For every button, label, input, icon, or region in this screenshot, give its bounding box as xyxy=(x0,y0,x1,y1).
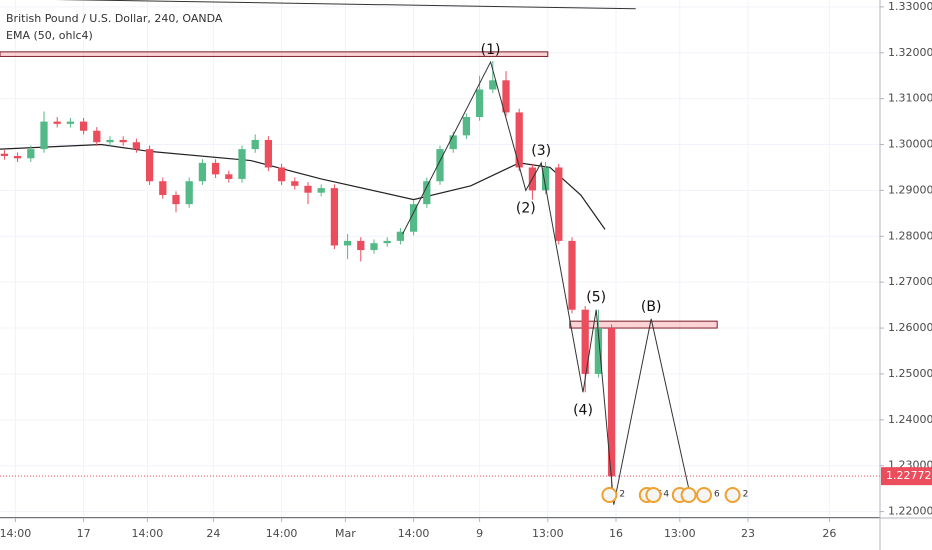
candle-body xyxy=(607,328,616,477)
event-marker xyxy=(645,487,662,503)
y-tick-label: 1.26000 xyxy=(888,321,932,334)
candle-body xyxy=(238,149,246,179)
event-count: 2 xyxy=(619,490,625,500)
candle-body xyxy=(172,194,180,205)
candle-body xyxy=(396,231,405,241)
candle-body xyxy=(93,130,101,143)
event-marker xyxy=(680,487,697,503)
candle-body xyxy=(423,181,431,205)
candle-body xyxy=(79,121,88,131)
candle-body xyxy=(462,116,471,136)
y-tick-label: 1.33000 xyxy=(888,0,932,13)
x-tick-label: 14:00 xyxy=(398,527,430,540)
candle-body xyxy=(594,328,603,374)
candle-body xyxy=(0,153,9,156)
candle-body xyxy=(13,155,22,159)
event-count: 6 xyxy=(714,490,720,500)
candle-body xyxy=(317,188,325,193)
x-tick-label: 23 xyxy=(741,527,755,540)
y-tick-label: 1.29000 xyxy=(888,183,932,196)
last-price-box xyxy=(881,467,932,486)
event-marker xyxy=(696,487,712,503)
event-count: 4 xyxy=(663,490,669,500)
y-tick-label: 1.32000 xyxy=(888,46,932,59)
wave-label: (4) xyxy=(573,402,593,418)
candle-body xyxy=(145,149,154,182)
candle-body xyxy=(66,121,75,124)
candle-body xyxy=(106,139,114,143)
last-price-label: 1.22772 xyxy=(886,469,932,482)
x-tick-label: 13:00 xyxy=(664,527,696,540)
event-marker xyxy=(724,487,741,503)
x-tick-label: 26 xyxy=(822,527,836,540)
y-tick-label: 1.27000 xyxy=(888,275,932,288)
y-tick-label: 1.31000 xyxy=(888,92,932,105)
event-marker xyxy=(601,487,618,503)
x-tick-label: 14:00 xyxy=(0,527,31,540)
candle-body xyxy=(541,167,550,191)
zone xyxy=(0,51,549,57)
wave-line xyxy=(402,60,692,505)
candle-body xyxy=(264,139,273,168)
candle-body xyxy=(449,135,457,150)
wave-label: (3) xyxy=(531,143,551,159)
candle-body xyxy=(515,112,523,168)
y-tick-label: 1.28000 xyxy=(888,229,932,242)
event-count: 2 xyxy=(743,490,749,500)
candle-body xyxy=(40,121,48,150)
candle-body xyxy=(225,174,233,179)
y-tick-label: 1.24000 xyxy=(888,413,932,426)
x-tick-label: 9 xyxy=(476,527,483,540)
wave-label: (5) xyxy=(586,290,606,306)
candle-body xyxy=(53,121,61,124)
trend-line xyxy=(55,0,636,10)
candle-body xyxy=(291,181,299,186)
candle-body xyxy=(132,142,141,150)
x-tick-label: 13:00 xyxy=(532,527,564,540)
y-tick-label: 1.22000 xyxy=(888,505,932,518)
candle-body xyxy=(568,240,576,310)
x-tick-label: 17 xyxy=(77,527,91,540)
candle-body xyxy=(357,240,365,251)
candle-body xyxy=(489,80,497,90)
candle-body xyxy=(475,89,484,117)
candle-body xyxy=(555,167,563,241)
candle-body xyxy=(251,139,259,150)
x-tick-label: 24 xyxy=(206,527,220,540)
candle-body xyxy=(343,240,352,246)
candle-body xyxy=(370,243,378,251)
wave-label: (1) xyxy=(481,42,501,58)
x-tick-label: Mar xyxy=(335,527,356,540)
chart-title: British Pound / U.S. Dollar, 240, OANDA xyxy=(6,12,223,25)
plot-area: (1)(2)(3)(4)(5)(B)2542162 xyxy=(0,0,880,518)
candle-body xyxy=(383,240,391,244)
x-tick-label: 14:00 xyxy=(132,527,164,540)
candle-body xyxy=(330,188,339,246)
candle-body xyxy=(119,139,127,143)
candle-body xyxy=(436,149,444,182)
candle-body xyxy=(409,204,418,232)
wave-label: (2) xyxy=(516,200,536,216)
candle-body xyxy=(27,149,35,159)
y-tick-label: 1.30000 xyxy=(888,138,932,151)
candle-body xyxy=(277,167,286,182)
indicator-label: EMA (50, ohlc4) xyxy=(6,29,93,42)
x-tick-label: 14:00 xyxy=(266,527,298,540)
candle-body xyxy=(211,162,220,175)
wave-label: (B) xyxy=(641,299,662,315)
candle-body xyxy=(304,185,312,193)
candle-body xyxy=(185,181,193,205)
x-tick-label: 16 xyxy=(609,527,623,540)
candle-body xyxy=(581,309,589,374)
candle-body xyxy=(159,181,167,195)
candle-body xyxy=(502,80,510,113)
candle-body xyxy=(198,162,207,182)
zone xyxy=(569,320,718,329)
y-tick-label: 1.25000 xyxy=(888,367,932,380)
